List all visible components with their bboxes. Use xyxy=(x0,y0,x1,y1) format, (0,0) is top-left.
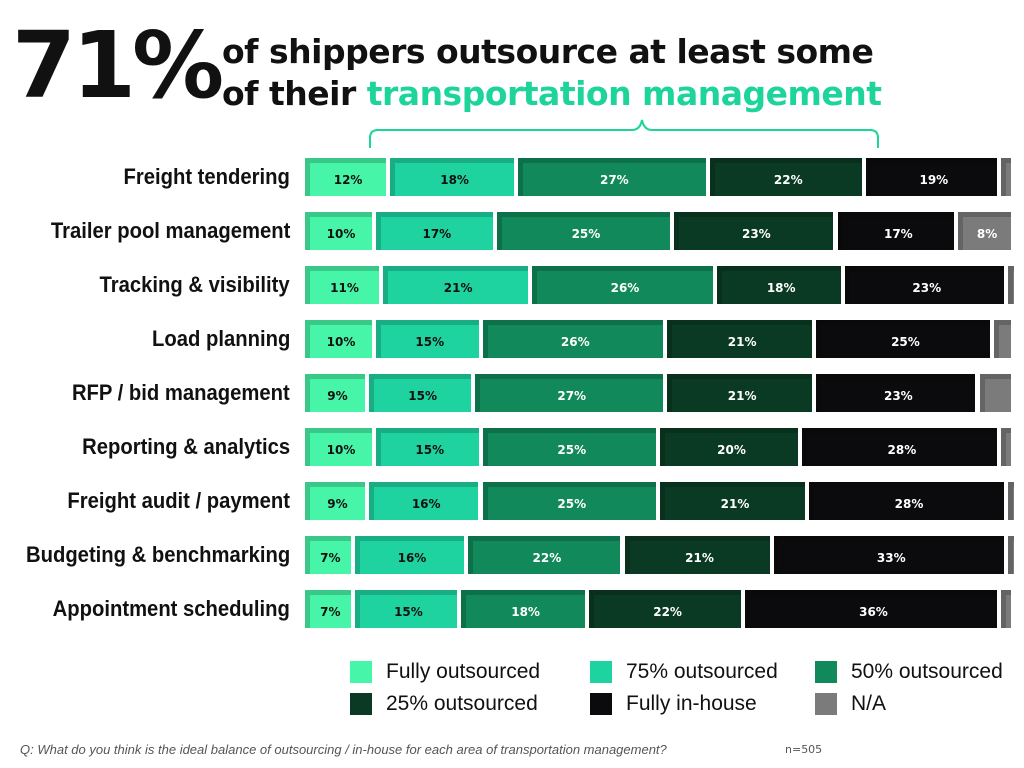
bar-segment-labeled: 22% xyxy=(589,590,742,628)
sample-size: n=505 xyxy=(785,743,823,756)
bar-segment-labeled: 9% xyxy=(305,374,365,412)
bar-segment xyxy=(1007,536,1014,574)
bar-segment-labeled: 26% xyxy=(482,320,664,358)
bar-segment-labeled: 18% xyxy=(390,158,514,196)
bar-segment-labeled: 7% xyxy=(305,590,351,628)
bar-segment-labeled: 28% xyxy=(809,482,1004,520)
legend-item: Fully in-house xyxy=(590,692,757,716)
bar-segment-labeled: 8% xyxy=(958,212,1011,250)
legend-item: Fully outsourced xyxy=(350,660,540,684)
bar-segment-labeled: 36% xyxy=(745,590,997,628)
legend-swatch xyxy=(815,693,837,715)
bar-segment-labeled: 10% xyxy=(305,320,372,358)
headline-percent: 71% xyxy=(12,12,224,119)
legend-item: 75% outsourced xyxy=(590,660,778,684)
bar-segment xyxy=(979,374,1011,412)
bar-segment-labeled: 21% xyxy=(660,482,806,520)
bar-segment xyxy=(1000,590,1011,628)
bar-segment-labeled: 11% xyxy=(305,266,380,304)
bar-segment-labeled: 17% xyxy=(376,212,493,250)
bar-segment-labeled: 21% xyxy=(383,266,529,304)
headline-plain: of their xyxy=(222,74,367,113)
bar-segment-labeled: 25% xyxy=(482,428,656,466)
bar-segment-labeled: 10% xyxy=(305,428,372,466)
bar-segment-labeled: 15% xyxy=(368,374,472,412)
bar-segment-labeled: 7% xyxy=(305,536,351,574)
legend-item: 50% outsourced xyxy=(815,660,1003,684)
bar-segment-labeled: 19% xyxy=(865,158,997,196)
bar-segment-labeled: 21% xyxy=(624,536,770,574)
legend-label: 75% outsourced xyxy=(626,660,778,683)
legend-label: Fully in-house xyxy=(626,692,757,715)
category-label: Freight audit / payment xyxy=(67,488,290,513)
legend-item: N/A xyxy=(815,692,886,716)
legend-label: Fully outsourced xyxy=(386,660,541,683)
category-label: Reporting & analytics xyxy=(81,434,290,459)
bar-segment-labeled: 25% xyxy=(496,212,671,250)
bar-segment-labeled: 18% xyxy=(716,266,841,304)
legend-swatch xyxy=(350,661,372,683)
bar-segment xyxy=(1007,266,1014,304)
bar-segment-labeled: 21% xyxy=(667,374,813,412)
bar-segment xyxy=(1007,482,1014,520)
bar-segment-labeled: 22% xyxy=(709,158,862,196)
bar-segment-labeled: 12% xyxy=(305,158,387,196)
bar-segment-labeled: 15% xyxy=(354,590,458,628)
headline-accent: transportation management xyxy=(366,74,882,113)
headline-line2: of their transportation management xyxy=(222,74,882,113)
bar-segment-labeled: 17% xyxy=(837,212,955,250)
bar-segment-labeled: 23% xyxy=(674,212,834,250)
footnote: Q: What do you think is the ideal balanc… xyxy=(20,742,667,757)
legend-label: 50% outsourced xyxy=(851,660,1003,683)
category-label: Budgeting & benchmarking xyxy=(25,542,290,567)
bar-segment-labeled: 27% xyxy=(518,158,706,196)
legend-swatch xyxy=(815,661,837,683)
category-label: Tracking & visibility xyxy=(99,272,290,297)
category-label: RFP / bid management xyxy=(72,380,290,405)
bracket xyxy=(369,119,879,148)
bar-segment-labeled: 33% xyxy=(773,536,1004,574)
bar-segment xyxy=(1000,428,1011,466)
legend-swatch xyxy=(590,661,612,683)
legend-label: 25% outsourced xyxy=(386,692,538,715)
bar-segment-labeled: 21% xyxy=(667,320,813,358)
bar-segment-labeled: 26% xyxy=(532,266,713,304)
bar-segment-labeled: 20% xyxy=(660,428,798,466)
bar-segment-labeled: 15% xyxy=(376,320,479,358)
bar-segment-labeled: 23% xyxy=(816,374,976,412)
bar-segment-labeled: 22% xyxy=(468,536,621,574)
headline-line1: of shippers outsource at least some xyxy=(222,32,874,71)
category-label: Trailer pool management xyxy=(50,218,290,243)
bar-segment-labeled: 16% xyxy=(368,482,479,520)
bar-segment-labeled: 27% xyxy=(475,374,664,412)
bar-segment-labeled: 25% xyxy=(482,482,656,520)
legend-label: N/A xyxy=(851,692,887,715)
bar-segment-labeled: 25% xyxy=(816,320,990,358)
bar-segment-labeled: 10% xyxy=(305,212,372,250)
bar-segment-labeled: 28% xyxy=(802,428,997,466)
legend-swatch xyxy=(590,693,612,715)
legend-swatch xyxy=(350,693,372,715)
bar-segment-labeled: 23% xyxy=(844,266,1004,304)
category-label: Appointment scheduling xyxy=(52,596,290,621)
bar-segment-labeled: 18% xyxy=(461,590,585,628)
category-label: Freight tendering xyxy=(123,164,290,189)
bar-segment xyxy=(1000,158,1011,196)
legend-item: 25% outsourced xyxy=(350,692,538,716)
bar-segment-labeled: 9% xyxy=(305,482,365,520)
bar-segment-labeled: 16% xyxy=(354,536,465,574)
category-label: Load planning xyxy=(151,326,290,351)
bar-segment-labeled: 15% xyxy=(376,428,479,466)
bar-segment xyxy=(993,320,1011,358)
